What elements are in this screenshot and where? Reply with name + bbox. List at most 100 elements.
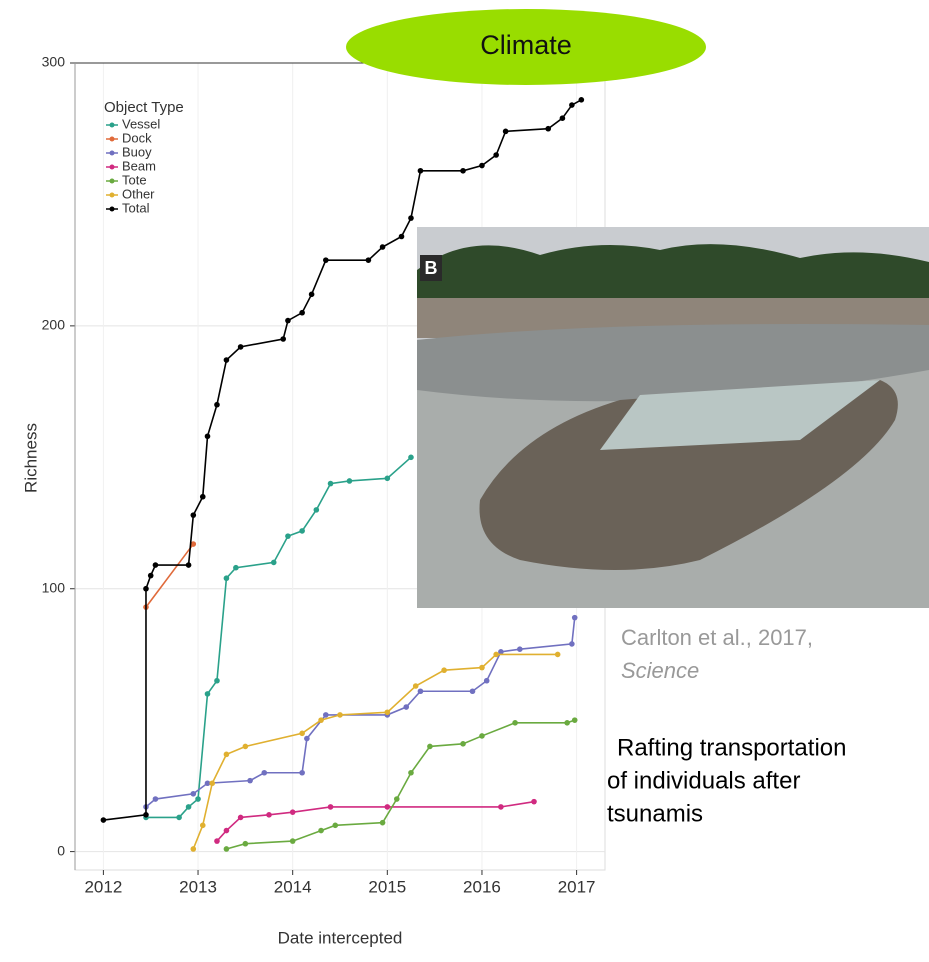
point [199,493,206,500]
photo-label-bg [420,255,442,281]
point [517,646,523,652]
point [460,741,466,747]
point [204,691,211,697]
x-tick-label: 2012 [84,877,122,896]
point [266,811,272,818]
point [408,769,414,776]
legend-marker [109,122,115,128]
y-tick-label: 0 [57,842,65,858]
point [417,688,424,695]
point [408,215,414,221]
x-tick-label: 2017 [558,877,596,896]
point [199,822,206,829]
point [498,649,504,655]
point [384,709,391,716]
point [237,344,244,350]
point [337,712,343,718]
point [327,804,334,810]
point [502,128,509,135]
point [223,827,230,834]
point [493,651,499,658]
point [393,796,400,802]
point [479,733,485,739]
series-line [145,456,412,819]
plot-area: 0 100 200 300 2012 2013 2014 2015 2016 2017 Object… [42,54,606,896]
legend-marker [109,136,115,142]
point [554,651,561,658]
citation-journal: Science [621,658,699,683]
point [190,790,197,797]
point [313,507,320,513]
legend-marker [109,164,115,170]
photo-label: B [425,258,438,278]
caption-line: tsunamis [607,800,703,827]
point [289,838,296,844]
point [237,814,244,821]
point [308,291,315,298]
point [564,719,570,726]
point [578,97,585,103]
legend-marker [109,178,115,184]
point [223,357,230,363]
point [403,704,410,710]
point [299,528,305,534]
legend-marker [109,206,115,212]
legend-label: Vessel [122,116,160,131]
legend-label: Buoy [122,144,152,159]
point [242,840,249,847]
x-tick-label: 2015 [368,877,406,896]
point [512,719,518,726]
point [185,562,192,568]
point [498,804,504,810]
point [479,664,485,671]
point [384,804,391,810]
point [143,585,149,592]
x-tick-label: 2016 [463,877,501,896]
point [209,780,216,787]
point [299,730,305,737]
x-tick-label: 2014 [274,877,312,896]
caption-line: Rafting transportation [617,734,846,761]
point [398,233,405,240]
point [152,796,159,802]
point [427,743,433,750]
point [412,683,419,689]
point [531,798,537,805]
point [289,809,296,815]
point [365,257,372,263]
point [204,780,211,787]
point [233,564,239,571]
point [327,480,334,487]
point [152,562,159,568]
y-tick-label: 300 [42,54,66,70]
y-axis-label: Richness [21,423,40,493]
photo-trees [417,244,929,300]
point [261,769,268,776]
point [190,541,197,547]
caption-line: of individuals after [607,767,800,794]
point [214,838,220,844]
point [441,667,447,674]
photo-hull [600,380,880,450]
point [571,717,578,723]
series-line [192,653,558,850]
series-line [226,719,575,850]
point [185,804,192,810]
point [384,475,391,482]
legend-label: Beam [122,158,156,173]
point [569,102,575,108]
point [247,777,253,784]
point [190,512,197,518]
legend-title: Object Type [104,99,184,116]
legend-marker [109,192,115,198]
point [571,614,578,621]
point [460,167,466,174]
point [483,677,490,684]
point [195,796,201,802]
y-tick-label: 200 [42,317,66,333]
photo: B [417,227,929,608]
point [223,846,230,852]
point [408,454,414,461]
